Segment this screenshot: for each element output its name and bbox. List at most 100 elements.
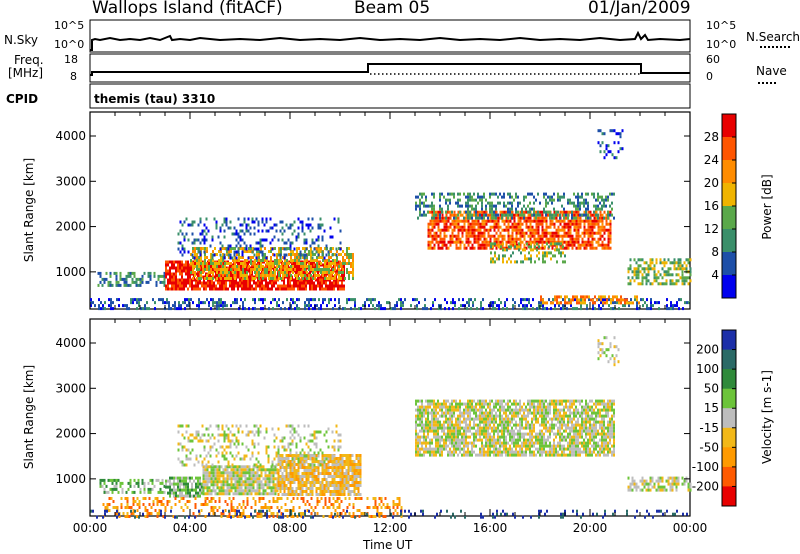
velocity-point <box>161 490 164 494</box>
power-point <box>219 284 221 288</box>
power-point <box>567 243 570 247</box>
power-point <box>275 281 277 285</box>
power-point <box>311 281 313 285</box>
velocity-point <box>321 469 324 472</box>
power-point <box>583 228 586 232</box>
power-point <box>553 237 556 241</box>
power-point <box>603 156 606 160</box>
power-point <box>119 271 122 275</box>
power-point <box>234 259 236 262</box>
power-point <box>573 225 576 229</box>
velocity-point <box>254 474 257 478</box>
velocity-point <box>220 489 223 493</box>
power-point <box>513 228 516 232</box>
velocity-point <box>139 487 142 491</box>
power-point <box>352 298 354 302</box>
velocity-point <box>323 454 326 457</box>
velocity-point <box>187 482 189 486</box>
velocity-point <box>260 480 263 484</box>
power-point <box>614 295 616 299</box>
power-point <box>433 234 436 238</box>
velocity-point <box>335 466 338 469</box>
power-point <box>293 229 296 233</box>
velocity-point <box>195 454 198 458</box>
velocity-point <box>327 469 330 472</box>
velocity-point <box>331 481 334 484</box>
velocity-point <box>197 430 200 434</box>
velocity-point <box>137 481 140 485</box>
power-point <box>187 266 189 270</box>
power-point <box>292 253 294 256</box>
power-point <box>567 216 569 220</box>
power-point <box>620 295 622 299</box>
power-point <box>551 222 554 226</box>
power-point <box>481 201 483 205</box>
power-point <box>585 201 587 205</box>
power-point <box>278 298 280 302</box>
power-point <box>244 277 246 280</box>
power-point <box>481 195 483 199</box>
power-point <box>110 301 112 305</box>
velocity-point <box>237 442 240 446</box>
power-point <box>509 192 511 196</box>
velocity-point <box>279 466 282 469</box>
power-point <box>230 247 232 250</box>
velocity-point <box>313 466 316 469</box>
velocity-point <box>181 479 183 483</box>
power-point <box>447 225 450 229</box>
power-point <box>557 219 560 223</box>
power-point <box>431 246 434 250</box>
power-point <box>586 307 588 311</box>
power-point <box>323 281 325 285</box>
power-point <box>634 295 636 299</box>
power-point <box>298 253 300 256</box>
power-point <box>261 244 264 248</box>
power-point <box>228 277 230 280</box>
power-point <box>337 217 340 221</box>
power-point <box>453 210 456 214</box>
power-point <box>605 213 608 217</box>
power-point <box>595 207 597 211</box>
power-point <box>472 304 474 308</box>
power-point <box>453 213 456 217</box>
velocity-point <box>270 492 273 496</box>
power-point <box>605 195 607 199</box>
velocity-point <box>187 436 190 440</box>
power-point <box>469 198 471 202</box>
power-point <box>539 219 542 223</box>
power-point <box>282 274 284 277</box>
velocity-point <box>293 493 296 496</box>
power-point <box>281 226 284 230</box>
power-point <box>591 192 593 196</box>
power-point <box>563 192 565 196</box>
power-point <box>597 219 600 223</box>
power-point <box>604 295 606 299</box>
velocity-point <box>321 454 324 457</box>
velocity-point <box>325 466 328 469</box>
power-point <box>443 234 446 238</box>
power-point <box>307 217 310 221</box>
power-point <box>252 262 254 265</box>
power-point <box>205 217 208 221</box>
velocity-point <box>279 484 282 487</box>
power-point <box>663 264 666 268</box>
power-point <box>309 284 311 288</box>
velocity-point <box>335 493 338 496</box>
power-point <box>330 265 332 268</box>
power-point <box>331 281 333 285</box>
power-point <box>681 279 684 283</box>
power-point <box>240 256 242 259</box>
power-point <box>211 281 213 285</box>
power-point <box>536 248 538 252</box>
velocity-point <box>107 490 110 494</box>
velocity-point <box>329 454 332 457</box>
velocity-point <box>251 439 254 443</box>
power-point <box>479 243 482 247</box>
power-point <box>282 277 284 280</box>
power-point <box>481 231 484 235</box>
power-point <box>308 250 310 253</box>
power-point <box>342 262 344 265</box>
power-point <box>264 268 266 271</box>
power-point <box>562 298 564 302</box>
power-point <box>241 238 244 242</box>
